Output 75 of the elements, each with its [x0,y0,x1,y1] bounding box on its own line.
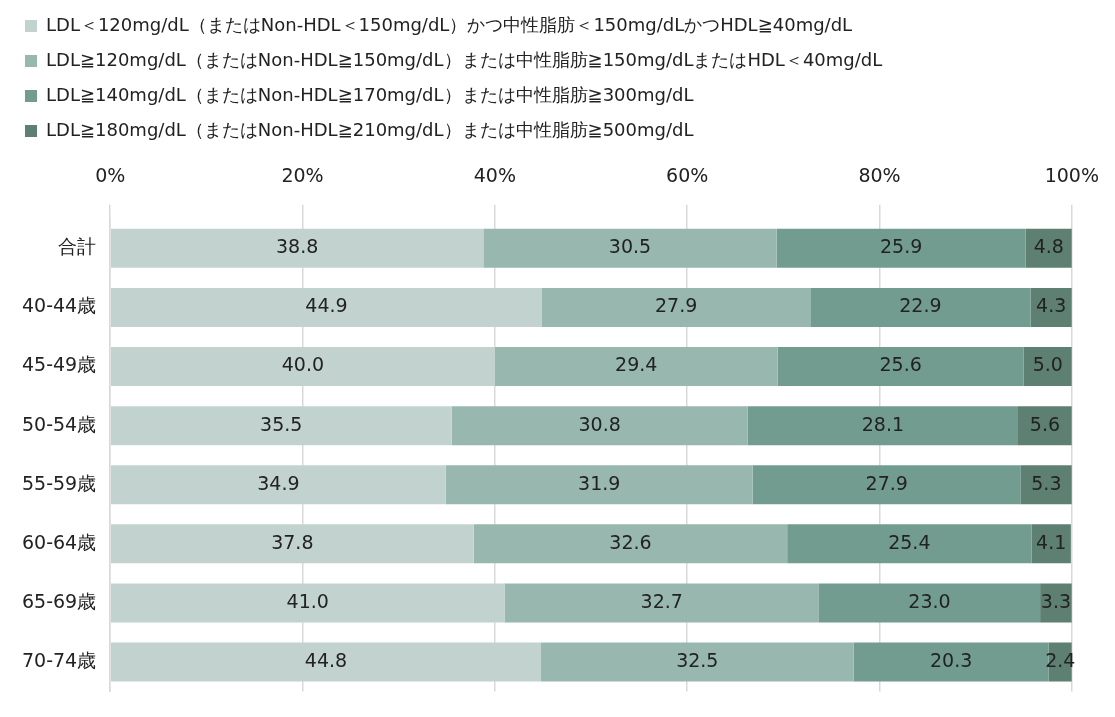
bar [504,583,819,623]
data-label: 25.9 [879,235,923,258]
y-tick-label: 50-54歳 [21,412,97,435]
data-label: 23.0 [908,589,951,612]
legend-label: LDL≧120mg/dL（またはNon-HDL≧150mg/dL）または中性脂肪≧150mg/dLまたはHDL＜40mg/dL [46,48,883,70]
bar [451,406,748,446]
data-label: 30.8 [578,412,621,435]
data-label: 29.4 [615,353,658,376]
data-label: 27.9 [654,294,698,317]
bar [1031,524,1071,564]
bar [110,583,505,623]
legend-label: LDL＜120mg/dL（またはNon-HDL＜150mg/dL）かつ中性脂肪＜150mg/dLかつHDL≧40mg/dL [46,13,853,35]
bar [110,642,542,682]
bar [777,347,1024,387]
data-label: 34.9 [257,471,300,494]
x-tick-label: 100% [1044,164,1099,187]
bar [810,287,1031,327]
y-tick-label: 70-74歳 [21,648,97,671]
data-label: 32.6 [609,530,652,553]
x-tick-label: 60% [666,164,709,187]
y-tick-label: 40-44歳 [21,294,97,317]
bar [818,583,1041,623]
bar [110,228,484,268]
data-label: 44.9 [305,294,348,317]
data-label: 27.9 [865,471,908,494]
bar [1017,406,1072,446]
data-label: 5.6 [1029,412,1061,435]
y-tick-label: 合計 [58,235,97,258]
bar [110,406,452,446]
bar [787,524,1032,564]
bar [776,228,1026,268]
data-label: 4.8 [1033,235,1064,258]
bar [473,524,788,564]
data-label: 5.3 [1031,471,1062,494]
bar [110,347,495,387]
data-label: 31.9 [578,471,621,494]
data-label: 4.3 [1036,294,1067,317]
data-label: 22.9 [899,294,942,317]
x-tick-label: 0% [95,164,126,187]
bar [541,287,811,327]
bar [1020,465,1072,505]
bar [747,406,1018,446]
y-tick-label: 60-64歳 [21,530,97,553]
bar [110,287,542,327]
data-label: 20.3 [930,648,973,671]
x-tick-label: 20% [281,164,324,187]
y-tick-label: 65-69歳 [21,589,97,612]
y-tick-label: 55-59歳 [21,471,97,494]
data-label: 44.8 [304,648,348,671]
data-label: 5.0 [1032,353,1063,376]
x-tick-label: 80% [858,164,901,187]
bar [494,347,778,387]
legend-label: LDL≧180mg/dL（またはNon-HDL≧210mg/dL）または中性脂肪≧500mg/dL [46,118,694,140]
data-label: 25.4 [888,530,931,553]
data-label: 32.7 [640,589,683,612]
data-label: 41.0 [286,589,329,612]
bar [483,228,777,268]
data-label: 38.8 [275,235,319,258]
bar [110,465,446,505]
data-label: 30.5 [608,235,652,258]
data-label: 37.8 [271,530,314,553]
data-label: 28.1 [861,412,905,435]
bar [445,465,753,505]
data-label: 3.3 [1040,589,1072,612]
bar [752,465,1021,505]
bar [541,642,854,682]
data-label: 25.6 [879,353,922,376]
x-tick-label: 40% [473,164,516,187]
data-label: 4.1 [1036,530,1067,553]
data-label: 35.5 [260,412,303,435]
y-tick-label: 45-49歳 [21,353,97,376]
legend-label: LDL≧140mg/dL（またはNon-HDL≧170mg/dL）または中性脂肪≧300mg/dL [46,83,694,105]
data-label: 40.0 [281,353,325,376]
data-label: 32.5 [676,648,719,671]
bar [110,524,474,564]
